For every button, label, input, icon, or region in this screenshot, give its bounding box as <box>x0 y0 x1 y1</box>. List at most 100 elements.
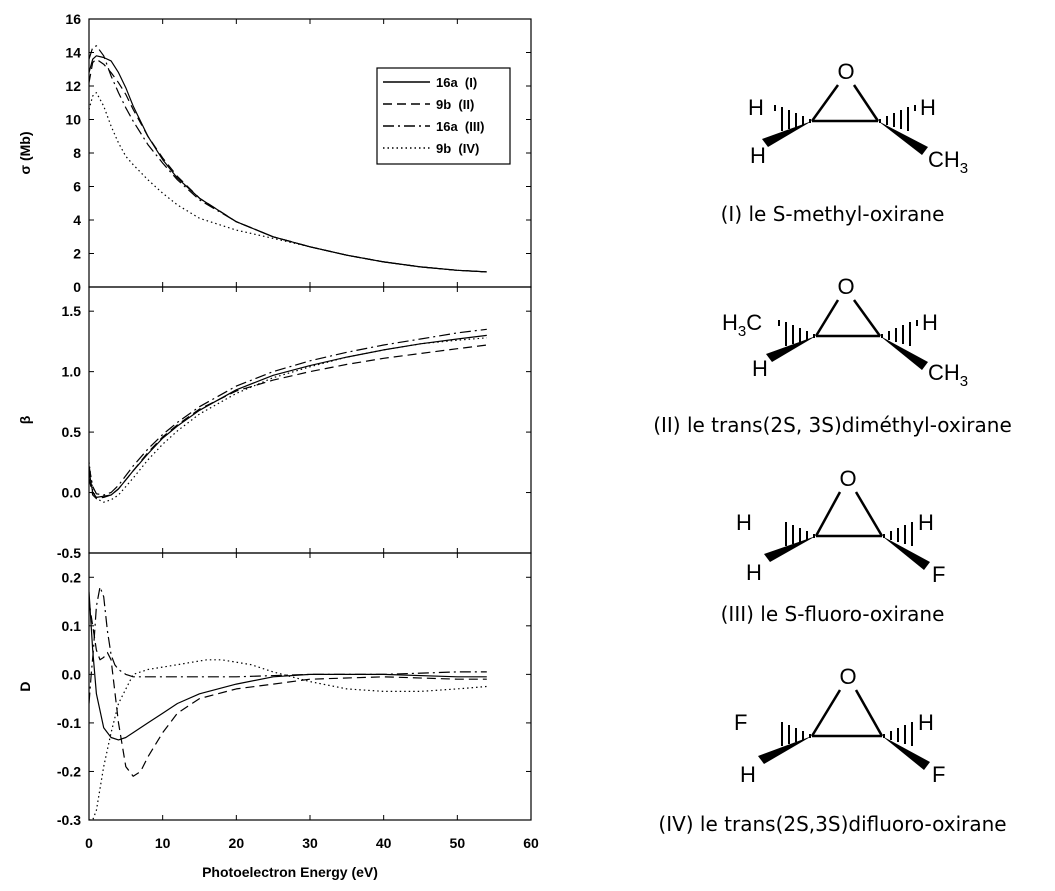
legend-label-2: 9b (II) <box>436 97 474 112</box>
hashed-wedge-left <box>785 522 815 546</box>
substituent-bottom-right: F <box>932 562 945 587</box>
solid-wedge-left <box>764 536 816 562</box>
solid-wedge-right <box>880 336 928 370</box>
legend-box <box>376 67 511 165</box>
y-tick-label: 0.0 <box>62 666 82 682</box>
oxygen-label: O <box>837 274 854 299</box>
series-group <box>89 586 487 820</box>
y-tick-label: 1.5 <box>62 303 82 319</box>
y-tick-label: -0.3 <box>57 812 81 828</box>
solid-wedge-right <box>878 121 928 155</box>
figure-chart: 0 2 4 6 8 10 12 14 16 σ (Mb) -0.5 0.0 0.5 1.0 1.5 β -0.3… <box>17 11 539 880</box>
y-tick-label: 2 <box>73 246 81 262</box>
substituent-bottom-left: H <box>740 762 756 787</box>
substituent-top-right: H <box>922 310 938 335</box>
x-axis-label: Photoelectron Energy (eV) <box>202 864 378 880</box>
y-tick-label: 10 <box>65 112 81 128</box>
panel-frame <box>88 286 532 554</box>
y-tick-label: 0 <box>73 279 81 295</box>
substituent-top-left: H3C <box>722 310 762 340</box>
molecule-4: O F H H F (IV) le trans(2S,3S)difluoro-o… <box>610 660 1055 840</box>
molecule-3: O H H H F (III) le S-fluoro-oxirane <box>610 462 1055 642</box>
substituent-top-left: F <box>734 710 747 735</box>
legend-label-3: 16a (III) <box>436 119 484 134</box>
molecule-caption-2: (II) le trans(2S, 3S)diméthyl-oxirane <box>653 413 1012 437</box>
legend-label-4: 9b (IV) <box>436 141 479 156</box>
y-tick-label: 8 <box>73 145 81 161</box>
y-tick-label: 14 <box>65 45 81 61</box>
molecule-caption-3: (III) le S-fluoro-oxirane <box>720 602 945 626</box>
panel-3: -0.3 -0.2 -0.1 0.0 0.1 0.2 D <box>17 552 532 828</box>
hashed-wedge-left <box>778 320 815 346</box>
y-tick-label: 0.2 <box>62 569 82 585</box>
molecule-1: O H H H CH3 (I) le S-methyl-oxirane <box>610 55 1055 235</box>
panel-2: -0.5 0.0 0.5 1.0 1.5 β <box>17 286 532 561</box>
y-tick-label: 6 <box>73 179 81 195</box>
substituent-bottom-right: CH3 <box>928 360 968 390</box>
hashed-wedge-right <box>881 320 918 346</box>
series-line-1 <box>89 591 487 741</box>
substituent-top-right: H <box>918 510 934 535</box>
substituent-bottom-left: H <box>750 143 766 168</box>
x-tick-label: 60 <box>523 835 539 851</box>
y-tick-label: 0.0 <box>62 485 82 501</box>
substituent-top-right: H <box>918 710 934 735</box>
series-group <box>89 45 487 273</box>
substituent-bottom-right: F <box>932 762 945 787</box>
y-tick-label: 12 <box>65 78 81 94</box>
oxygen-label: O <box>839 664 856 689</box>
series-line-2 <box>89 344 487 500</box>
substituent-top-left: H <box>736 510 752 535</box>
y-axis-label: D <box>17 681 33 691</box>
series-group <box>89 328 487 503</box>
molecule-structure-4: O F H H F <box>734 664 945 787</box>
y-tick-label: -0.1 <box>57 715 81 731</box>
series-line-3 <box>89 586 487 704</box>
solid-wedge-left <box>762 121 812 147</box>
x-tick-label: 50 <box>450 835 466 851</box>
solid-wedge-left <box>758 736 812 764</box>
substituent-top-left: H <box>748 95 764 120</box>
molecule-caption-4: (IV) le trans(2S,3S)difluoro-oxirane <box>658 812 1007 836</box>
series-line-3 <box>89 328 487 496</box>
y-tick-label: 1.0 <box>62 364 82 380</box>
hashed-wedge-left <box>781 722 811 746</box>
x-tick-label: 0 <box>85 835 93 851</box>
y-tick-label: 16 <box>65 11 81 27</box>
x-tick-label: 20 <box>229 835 245 851</box>
x-tick-label: 10 <box>155 835 171 851</box>
solid-wedge-right <box>882 536 930 570</box>
substituent-bottom-left: H <box>746 560 762 585</box>
x-tick-label: 40 <box>376 835 392 851</box>
y-tick-label: -0.5 <box>57 545 81 561</box>
hashed-wedge-right <box>883 722 913 746</box>
substituent-bottom-left: H <box>752 356 768 381</box>
solid-wedge-right <box>882 736 930 770</box>
legend: 16a (I) 9b (II) 16a (III) 9b (IV) <box>376 67 511 165</box>
y-tick-label: 4 <box>73 212 81 228</box>
panel-1: 0 2 4 6 8 10 12 14 16 σ (Mb) <box>17 11 532 295</box>
series-line-4 <box>89 659 487 820</box>
x-tick-label: 30 <box>302 835 318 851</box>
molecule-caption-1: (I) le S-methyl-oxirane <box>720 202 945 226</box>
series-line-2 <box>89 58 487 273</box>
panel-frame <box>88 552 532 821</box>
molecule-structure-2: O H3C H H CH3 <box>722 274 968 390</box>
oxygen-label: O <box>839 466 856 491</box>
substituent-top-right: H <box>920 95 936 120</box>
oxygen-label: O <box>837 59 854 84</box>
series-line-4 <box>89 92 487 273</box>
y-tick-label: -0.2 <box>57 763 81 779</box>
hashed-wedge-left <box>774 105 811 131</box>
y-axis-label: σ (Mb) <box>17 131 33 174</box>
molecule-structure-1: O H H H CH3 <box>748 59 968 177</box>
molecule-2: O H3C H H CH3 (II) le trans(2S, 3S)dimét… <box>610 270 1055 450</box>
molecule-structure-3: O H H H F <box>736 466 945 587</box>
y-axis-label: β <box>17 415 33 424</box>
substituent-bottom-right: CH3 <box>928 147 968 177</box>
series-line-4 <box>89 337 487 503</box>
legend-label-1: 16a (I) <box>436 75 477 90</box>
hashed-wedge-right <box>879 105 916 131</box>
hashed-wedge-right <box>883 522 913 546</box>
series-line-1 <box>89 334 487 498</box>
